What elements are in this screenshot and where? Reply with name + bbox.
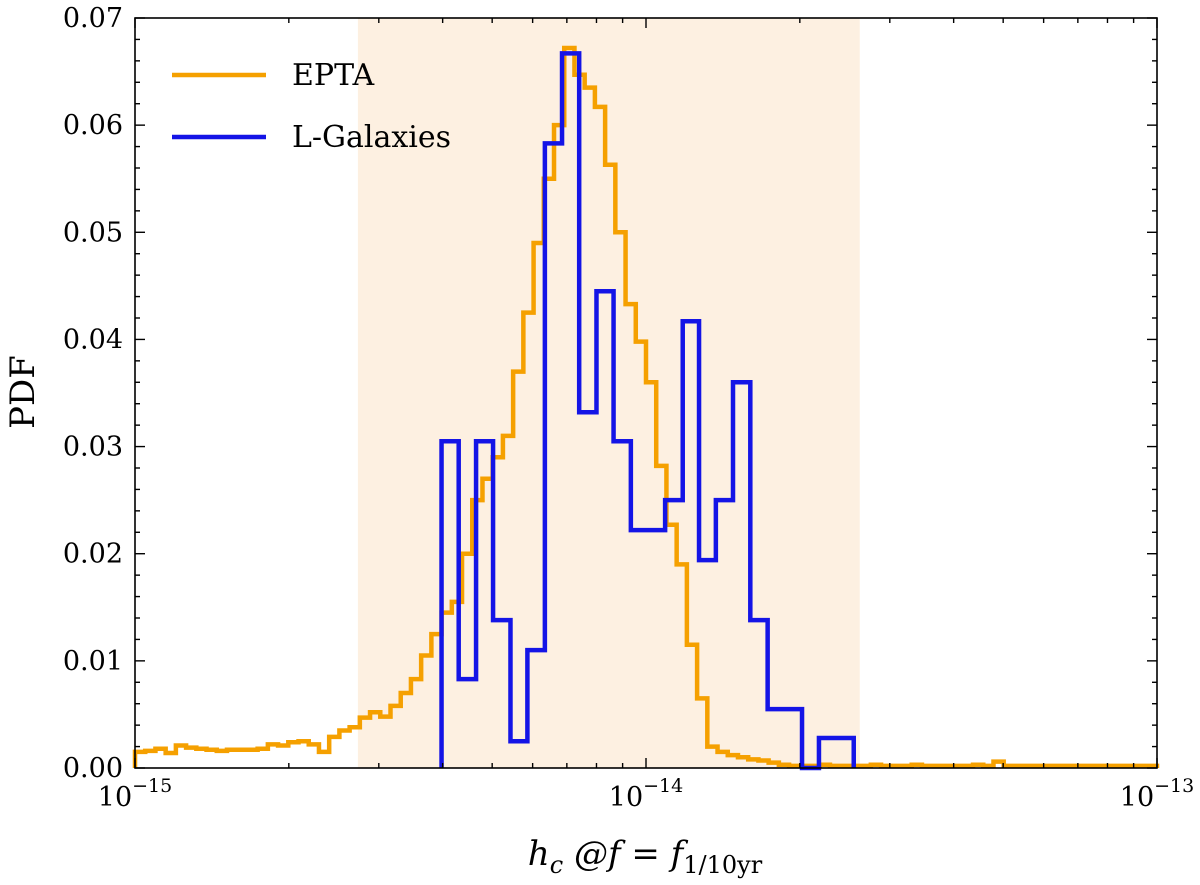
x-tick-base: 10: [98, 782, 132, 813]
x-tick-exponent: −15: [132, 775, 172, 797]
y-tick-label: 0.07: [63, 3, 123, 34]
legend: EPTA L-Galaxies: [172, 58, 451, 155]
x-axis-label: hc @f = f1/10yr: [528, 834, 763, 879]
x-axis-label-sub: c: [550, 851, 563, 879]
y-axis-label: PDF: [3, 355, 43, 429]
x-tick-label: 10−14: [609, 775, 683, 813]
y-tick-label: 0.03: [63, 432, 123, 463]
series-l-galaxies-histogram: [439, 51, 856, 771]
y-tick-label: 0.01: [63, 646, 123, 677]
x-axis-label-sub2: 1/10yr: [683, 851, 762, 879]
series-epta-histogram: [132, 45, 1160, 769]
x-tick-label: 10−15: [98, 775, 172, 813]
x-tick-base: 10: [1120, 782, 1154, 813]
x-axis-label-main: h: [528, 834, 550, 874]
y-tick-label: 0.02: [63, 539, 123, 570]
y-tick-label: 0.00: [63, 753, 123, 784]
legend-label-epta: EPTA: [292, 58, 374, 93]
y-tick-label: 0.05: [63, 217, 123, 248]
x-tick-exponent: −13: [1154, 775, 1194, 797]
x-tick-label: 10−13: [1120, 775, 1194, 813]
x-axis-label-mid: @f = f: [563, 834, 688, 874]
y-tick-label: 0.04: [63, 324, 123, 355]
y-tick-label: 0.06: [63, 110, 123, 141]
x-tick-exponent: −14: [643, 775, 683, 797]
legend-label-l-galaxies: L-Galaxies: [292, 120, 451, 155]
plot-frame: [134, 17, 1158, 769]
x-tick-base: 10: [609, 782, 643, 813]
